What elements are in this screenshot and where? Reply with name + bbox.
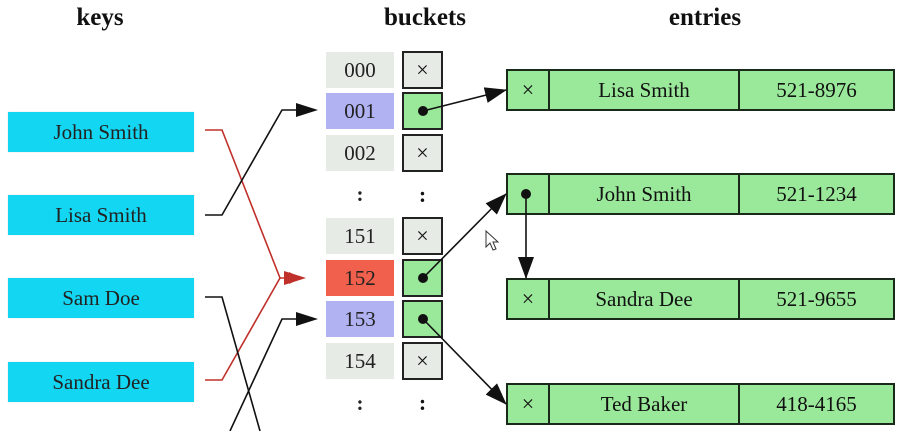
pointer-line-001 bbox=[422, 87, 507, 112]
bucket-index-151: 151 bbox=[326, 218, 394, 254]
entry-phone-cell: 521-9655 bbox=[776, 286, 857, 311]
entry-john-smith: John Smith 521-1234 bbox=[506, 173, 895, 215]
hash-line-lisa-smith bbox=[205, 109, 300, 216]
bucket-slot-ellipsis-bottom: : bbox=[418, 390, 427, 415]
entry-ted-baker: × Ted Baker 418-4165 bbox=[506, 383, 895, 425]
bucket-slot-ellipsis-top: : bbox=[418, 182, 427, 207]
pointer-line-152 bbox=[422, 193, 507, 279]
bucket-index-000: 000 bbox=[326, 52, 394, 88]
entry-next-cell bbox=[508, 175, 550, 213]
entry-next-cell: × bbox=[508, 280, 550, 318]
bucket-index-001: 001 bbox=[326, 93, 394, 129]
bucket-index-154: 154 bbox=[326, 343, 394, 379]
entry-next-cell: × bbox=[508, 71, 550, 109]
entry-phone-cell: 521-8976 bbox=[776, 77, 857, 102]
arrowhead-153 bbox=[296, 312, 318, 326]
key-lisa-smith: Lisa Smith bbox=[8, 195, 194, 235]
bucket-slot-154: × bbox=[402, 342, 443, 380]
key-sandra-dee: Sandra Dee bbox=[8, 362, 194, 402]
entry-sandra-dee: × Sandra Dee 521-9655 bbox=[506, 278, 895, 320]
entry-phone-cell: 521-1234 bbox=[776, 181, 857, 206]
bucket-index-002: 002 bbox=[326, 135, 394, 171]
entry-name-cell: John Smith bbox=[550, 175, 740, 213]
hash-line-john-smith bbox=[205, 129, 301, 284]
cursor-icon bbox=[485, 229, 500, 251]
entry-phone-cell: 418-4165 bbox=[776, 391, 857, 416]
hash-line-to-153 bbox=[229, 318, 300, 431]
hash-line-sam-doe bbox=[205, 296, 261, 431]
entry-lisa-smith: × Lisa Smith 521-8976 bbox=[506, 69, 895, 111]
key-sam-doe: Sam Doe bbox=[8, 278, 194, 318]
buckets-header: buckets bbox=[384, 4, 466, 31]
bucket-slot-151: × bbox=[402, 217, 443, 255]
entry-name-cell: Sandra Dee bbox=[550, 280, 740, 318]
entries-header: entries bbox=[668, 4, 742, 31]
bucket-slot-000: × bbox=[402, 51, 443, 89]
arrowhead-001 bbox=[296, 103, 318, 117]
bucket-slot-002: × bbox=[402, 134, 443, 172]
entry-next-cell: × bbox=[508, 385, 550, 423]
collision-arrowhead bbox=[284, 271, 306, 285]
pointer-line-153 bbox=[422, 318, 507, 405]
key-john-smith: John Smith bbox=[8, 112, 194, 152]
bucket-index-ellipsis-bottom: : bbox=[356, 390, 364, 415]
entry-name-cell: Ted Baker bbox=[550, 385, 740, 423]
keys-header: keys bbox=[76, 4, 124, 31]
hash-line-sandra-dee bbox=[205, 277, 281, 381]
bucket-index-152: 152 bbox=[326, 260, 394, 296]
entry-name-cell: Lisa Smith bbox=[550, 71, 740, 109]
bucket-index-153: 153 bbox=[326, 301, 394, 337]
bucket-index-ellipsis-top: : bbox=[356, 181, 364, 206]
